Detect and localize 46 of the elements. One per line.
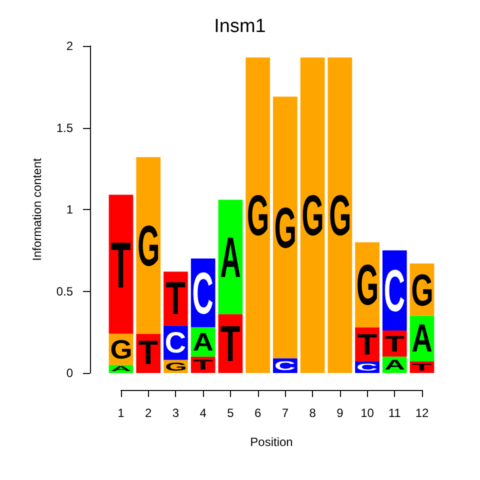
data-label: C xyxy=(356,362,378,373)
x-tick-label: 10 xyxy=(360,406,374,420)
data-label: G xyxy=(302,183,324,248)
x-axis-title: Position xyxy=(250,435,293,449)
x-tick-label: 7 xyxy=(282,406,289,420)
data-label: G xyxy=(329,183,352,248)
x-tick-label: 2 xyxy=(145,406,152,420)
data-label: C xyxy=(274,358,296,373)
data-label: T xyxy=(412,362,432,373)
x-tick-label: 12 xyxy=(415,406,429,420)
y-tick-label: 1 xyxy=(66,202,74,216)
data-label: T xyxy=(220,316,240,372)
data-label: G xyxy=(110,334,132,364)
y-tick-label: 2 xyxy=(66,39,74,53)
y-tick-label: 0.5 xyxy=(56,284,74,298)
data-label: G xyxy=(411,264,434,315)
data-label: T xyxy=(193,357,214,373)
y-tick-label: 0 xyxy=(66,366,74,380)
data-label: A xyxy=(220,224,241,290)
chart-title: Insm1 xyxy=(214,16,266,37)
data-label: C xyxy=(192,260,214,326)
data-label: T xyxy=(357,328,378,362)
data-label: C xyxy=(384,258,406,324)
data-label: G xyxy=(137,214,160,278)
x-tick-label: 4 xyxy=(200,406,207,420)
data-label: A xyxy=(192,328,214,356)
data-label: G xyxy=(246,183,270,248)
data-label: G xyxy=(356,252,379,318)
data-label: G xyxy=(164,360,188,373)
x-tick-label: 9 xyxy=(336,406,344,420)
data-label: A xyxy=(384,357,406,373)
data-label: T xyxy=(384,331,404,356)
data-label: A xyxy=(412,317,432,361)
x-tick-label: 11 xyxy=(388,406,402,420)
data-label: T xyxy=(110,228,131,302)
x-tick-label: 1 xyxy=(118,406,125,420)
data-label: G xyxy=(274,196,297,260)
x-tick-label: 8 xyxy=(309,406,316,420)
y-axis-title: Information content xyxy=(30,157,44,261)
x-tick-label: 5 xyxy=(227,406,234,420)
y-tick-label: 1.5 xyxy=(56,120,74,135)
data-label: T xyxy=(138,334,158,372)
x-tick-label: 3 xyxy=(172,406,180,420)
data-label: C xyxy=(164,326,186,360)
data-label: T xyxy=(166,273,186,324)
x-tick-label: 6 xyxy=(254,406,262,420)
